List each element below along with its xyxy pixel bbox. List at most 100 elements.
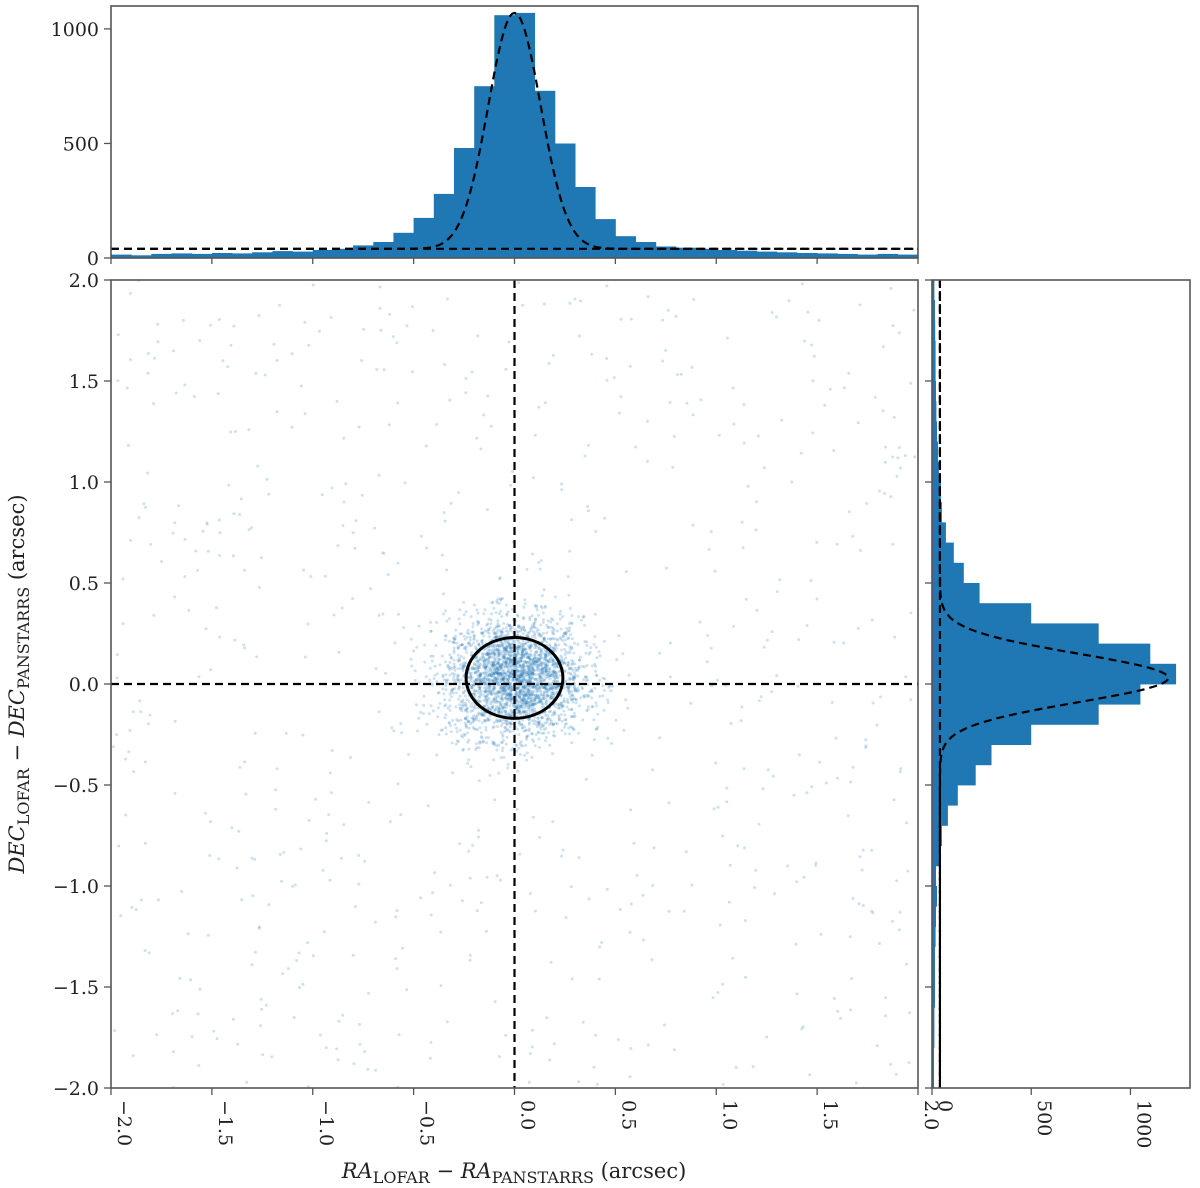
scatter-point — [506, 656, 510, 660]
scatter-point — [544, 700, 548, 703]
scatter-point — [585, 709, 589, 713]
scatter-point — [500, 688, 504, 692]
scatter-point — [498, 681, 501, 685]
scatter-point — [444, 688, 448, 692]
scatter-point — [550, 687, 554, 690]
scatter-point — [559, 648, 563, 652]
scatter-point — [474, 742, 478, 746]
scatter-point — [506, 657, 510, 661]
scatter-point — [573, 714, 577, 718]
scatter-point — [537, 657, 541, 661]
scatter-point — [497, 710, 501, 714]
scatter-point — [482, 662, 486, 666]
scatter-point — [518, 664, 521, 668]
scatter-point — [587, 897, 591, 901]
scatter-point — [516, 645, 520, 649]
scatter-point — [506, 693, 510, 696]
scatter-point — [546, 664, 550, 668]
scatter-point — [478, 726, 482, 730]
scatter-point — [508, 657, 512, 661]
scatter-point — [496, 628, 500, 632]
scatter-point — [561, 639, 565, 642]
scatter-point — [598, 694, 602, 698]
scatter-point — [506, 680, 510, 684]
scatter-point — [595, 704, 599, 708]
scatter-point — [428, 712, 431, 716]
scatter-point — [797, 638, 801, 642]
scatter-point — [533, 669, 537, 672]
scatter-point — [362, 327, 366, 331]
scatter-point — [592, 738, 596, 742]
scatter-point — [496, 683, 500, 687]
scatter-point — [563, 718, 567, 722]
scatter-point — [498, 658, 502, 661]
scatter-point — [537, 561, 541, 564]
scatter-point — [526, 690, 530, 694]
scatter-point — [532, 642, 536, 646]
scatter-point — [549, 709, 553, 713]
scatter-point — [492, 651, 496, 654]
scatter-point — [467, 747, 471, 751]
scatter-point — [583, 694, 587, 697]
top-histogram-bar — [655, 246, 677, 258]
scatter-point — [509, 483, 513, 487]
scatter-point — [452, 640, 456, 644]
scatter-point — [508, 658, 512, 662]
scatter-point — [351, 531, 355, 535]
scatter-point — [746, 484, 750, 488]
scatter-point — [306, 622, 310, 626]
scatter-point — [542, 724, 546, 728]
scatter-point — [130, 905, 134, 909]
scatter-point — [555, 685, 559, 689]
scatter-point — [552, 684, 555, 688]
scatter-point — [499, 671, 503, 675]
scatter-point — [486, 657, 490, 661]
scatter-point — [183, 575, 187, 579]
scatter-point — [506, 652, 510, 656]
scatter-point — [505, 684, 509, 688]
scatter-point — [411, 305, 414, 309]
scatter-point — [480, 627, 484, 631]
scatter-point — [619, 317, 623, 321]
scatter-point — [530, 719, 534, 723]
scatter-point — [352, 1062, 356, 1066]
scatter-point — [436, 715, 440, 719]
scatter-point — [369, 587, 373, 591]
scatter-point — [519, 674, 523, 678]
scatter-point — [229, 430, 233, 434]
scatter-point — [587, 694, 591, 698]
scatter-point — [846, 814, 850, 818]
scatter-point — [514, 690, 518, 694]
scatter-point — [581, 678, 585, 682]
scatter-point — [468, 876, 472, 880]
scatter-point — [500, 672, 504, 676]
scatter-point — [451, 672, 454, 675]
scatter-point — [468, 953, 472, 957]
scatter-point — [500, 689, 504, 693]
scatter-point — [560, 704, 564, 708]
scatter-point — [889, 1062, 893, 1066]
scatter-point — [628, 1075, 632, 1079]
scatter-point — [721, 834, 725, 838]
scatter-point — [459, 663, 463, 667]
scatter-point — [194, 549, 198, 553]
scatter-point — [473, 706, 477, 710]
scatter-point — [562, 632, 566, 636]
scatter-point — [716, 678, 720, 682]
scatter-point — [152, 613, 156, 617]
scatter-point — [522, 729, 526, 733]
scatter-point — [479, 731, 483, 735]
scatter-point — [429, 913, 433, 917]
scatter-point — [629, 902, 633, 906]
scatter-point — [422, 694, 426, 698]
x-label-unit: (arcsec) — [594, 1159, 686, 1183]
scatter-point — [502, 671, 506, 675]
scatter-point — [692, 297, 696, 301]
scatter-point — [538, 835, 542, 839]
scatter-point — [465, 698, 469, 702]
scatter-point — [501, 678, 505, 681]
scatter-point — [515, 699, 519, 703]
scatter-point — [509, 708, 513, 712]
scatter-point — [240, 898, 244, 902]
top-y-tick-label: 500 — [63, 133, 99, 155]
